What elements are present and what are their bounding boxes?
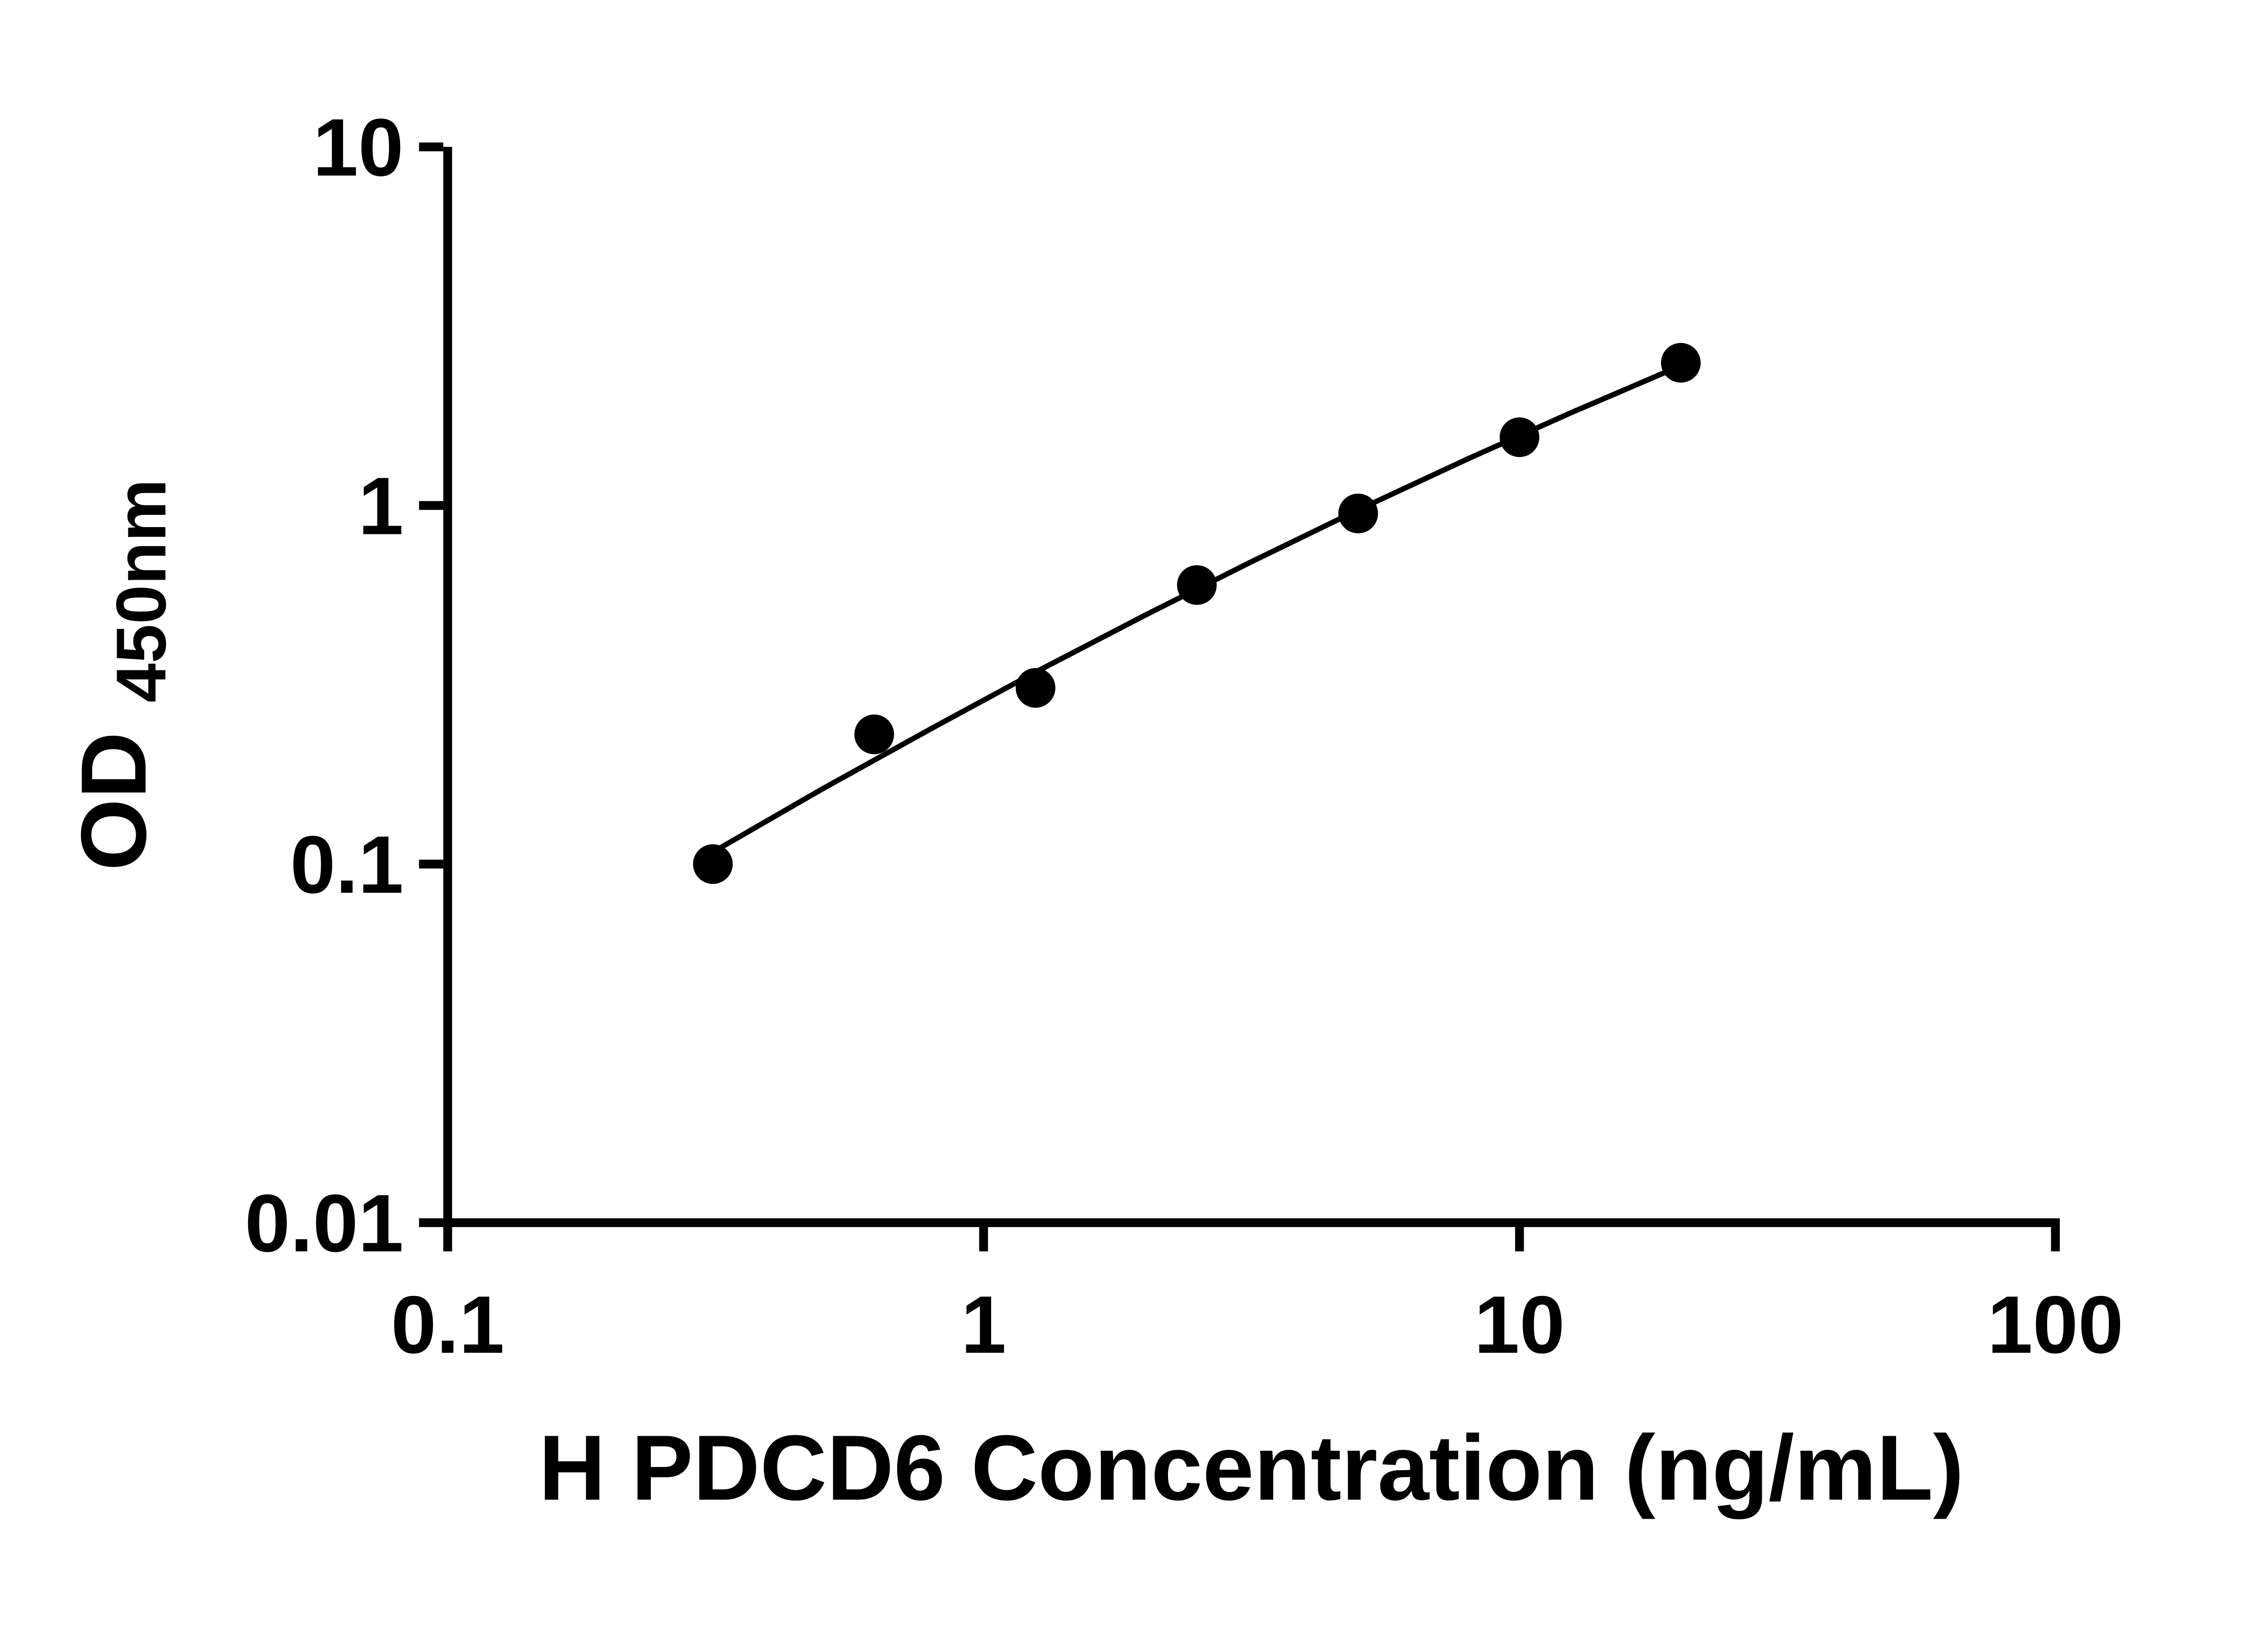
data-point — [854, 714, 894, 754]
chart-svg: 0.1 1 10 100 0.01 0.1 1 10 H PDCD6 Concentratio… — [62, 102, 2124, 1520]
y-axis-title: OD 450nm — [62, 479, 181, 871]
data-point — [1338, 494, 1378, 533]
x-tick-label: 0.1 — [391, 1279, 504, 1370]
data-point — [693, 844, 733, 884]
x-tick-label: 10 — [1474, 1279, 1565, 1370]
data-point — [1177, 565, 1217, 605]
data-point — [1016, 668, 1056, 708]
x-tick-label: 100 — [1987, 1279, 2123, 1370]
data-point — [1500, 417, 1540, 457]
data-point — [1661, 343, 1701, 383]
elisa-standard-curve-figure: 0.1 1 10 100 0.01 0.1 1 10 H PDCD6 Concentratio… — [62, 102, 2124, 1520]
x-axis-title: H PDCD6 Concentration (ng/mL) — [539, 1416, 1964, 1520]
x-tick-label: 1 — [961, 1279, 1006, 1370]
y-tick-label: 0.1 — [290, 819, 404, 910]
y-axis-title-main: OD — [62, 732, 166, 870]
y-axis-title-sub: 450nm — [102, 479, 181, 703]
y-tick-label: 1 — [358, 461, 404, 552]
y-tick-label: 10 — [313, 102, 404, 193]
plot-layer: 0.1 1 10 100 0.01 0.1 1 10 — [245, 102, 2124, 1370]
y-tick-label: 0.01 — [245, 1178, 404, 1269]
